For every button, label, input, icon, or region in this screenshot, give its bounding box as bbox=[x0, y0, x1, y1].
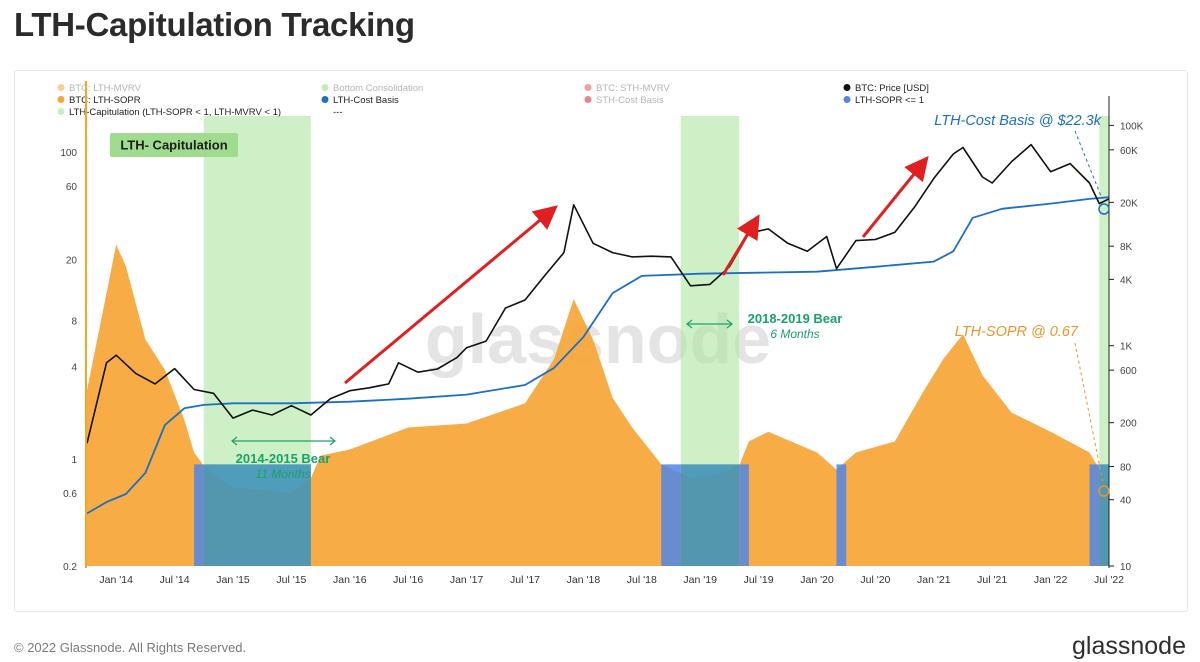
bear-2014-subtitle: 11 Months bbox=[255, 467, 310, 481]
bear-2018-subtitle: 6 Months bbox=[770, 327, 819, 341]
x-tick-label: Jan '17 bbox=[450, 574, 484, 586]
legend-item-label: BTC: Price [USD] bbox=[855, 83, 929, 94]
bear-2018-span-left-head bbox=[686, 319, 693, 329]
sopr-below-one-band bbox=[1099, 464, 1109, 566]
copyright-text: © 2022 Glassnode. All Rights Reserved. bbox=[14, 640, 247, 655]
x-tick-label: Jul '21 bbox=[977, 574, 1007, 586]
legend-item-label: BTC: LTH-MVRV bbox=[69, 83, 142, 94]
x-tick-label: Jul '16 bbox=[393, 574, 423, 586]
x-tick-label: Jan '19 bbox=[683, 574, 717, 586]
y-right-tick-label: 600 bbox=[1120, 366, 1137, 377]
y-left-tick-label: 8 bbox=[71, 316, 77, 327]
x-tick-label: Jan '18 bbox=[567, 574, 601, 586]
capitulation-overlap bbox=[203, 464, 311, 566]
plot-area: glassnode bbox=[87, 116, 1109, 566]
legend-swatch bbox=[843, 84, 851, 91]
y-right-tick-label: 10 bbox=[1120, 562, 1132, 573]
page-title: LTH-Capitulation Tracking bbox=[14, 6, 415, 43]
axes: 100 60 20 8 4 1 0.6 0.2 100K 60K 20K 8K 4K 1K 600 200 80… bbox=[60, 81, 1144, 586]
legend-swatch bbox=[584, 84, 592, 91]
trend-arrow bbox=[721, 214, 760, 276]
sopr-annotation: LTH-SOPR @ 0.67 bbox=[955, 324, 1079, 340]
y-right-tick-label: 1K bbox=[1120, 342, 1133, 353]
legend-item-label: BTC: LTH-SOPR bbox=[69, 95, 141, 106]
legend-item-label: --- bbox=[333, 107, 343, 118]
legend: BTC: LTH-MVRV Bottom Consolidation BTC: ST… bbox=[57, 83, 929, 118]
sopr-below-one-band bbox=[836, 464, 847, 566]
y-right-tick-label: 8K bbox=[1120, 242, 1133, 253]
x-tick-label: Jul '17 bbox=[510, 574, 540, 586]
y-right-tick-label: 4K bbox=[1120, 275, 1133, 286]
btc-price-line bbox=[87, 143, 1109, 444]
legend-swatch bbox=[584, 96, 592, 103]
legend-swatch bbox=[321, 84, 329, 91]
legend-swatch bbox=[57, 108, 65, 115]
sopr-below-one-band bbox=[661, 464, 681, 566]
x-tick-label: Jan '21 bbox=[917, 574, 951, 586]
bear-2014-title: 2014-2015 Bear bbox=[236, 451, 331, 466]
legend-item-label: LTH-SOPR <= 1 bbox=[855, 95, 924, 106]
sopr-below-one-band bbox=[194, 464, 204, 566]
x-tick-label: Jan '16 bbox=[333, 574, 367, 586]
sopr-marker bbox=[1098, 485, 1110, 497]
capitulation-badge-label: LTH- Capitulation bbox=[120, 138, 227, 153]
y-left-tick-label: 60 bbox=[66, 182, 78, 193]
y-left-tick-label: 20 bbox=[66, 255, 78, 266]
chart-card: BTC: LTH-MVRV Bottom Consolidation BTC: ST… bbox=[14, 70, 1188, 612]
legend-swatch bbox=[57, 84, 65, 91]
brand-logo: glassnode bbox=[1072, 632, 1186, 660]
x-tick-label: Jan '20 bbox=[800, 574, 834, 586]
y-right-tick-label: 200 bbox=[1120, 419, 1137, 430]
y-right-tick-label: 80 bbox=[1120, 463, 1132, 474]
cost-basis-marker bbox=[1098, 203, 1110, 215]
y-left-tick-label: 4 bbox=[71, 363, 77, 374]
x-tick-label: Jan '15 bbox=[216, 574, 250, 586]
legend-item-label: LTH-Capitulation (LTH-SOPR < 1, LTH-MVRV… bbox=[69, 107, 281, 118]
y-right-tick-label: 40 bbox=[1120, 496, 1132, 507]
legend-item-label: BTC: STH-MVRV bbox=[596, 83, 670, 94]
capitulation-badge-bg bbox=[110, 133, 238, 157]
y-right-tick-label: 100K bbox=[1120, 121, 1144, 132]
trend-arrow bbox=[344, 205, 558, 385]
bear-2014-span-right-head bbox=[329, 436, 336, 446]
legend-item-label: Bottom Consolidation bbox=[333, 83, 423, 94]
x-tick-label: Jan '22 bbox=[1034, 574, 1068, 586]
lth-sopr-area bbox=[87, 244, 1109, 566]
legend-swatch bbox=[321, 96, 329, 103]
legend-swatch bbox=[57, 96, 65, 103]
x-tick-label: Jan '14 bbox=[99, 574, 133, 586]
legend-item-label: LTH-Cost Basis bbox=[333, 95, 399, 106]
x-tick-label: Jul '19 bbox=[744, 574, 774, 586]
y-right-tick-label: 20K bbox=[1120, 198, 1138, 209]
bear-2014-span-left-head bbox=[231, 436, 238, 446]
sopr-below-one-band bbox=[680, 464, 740, 566]
x-tick-label: Jul '22 bbox=[1094, 574, 1124, 586]
x-tick-label: Jul '15 bbox=[276, 574, 306, 586]
capitulation-overlap bbox=[1099, 464, 1109, 566]
sopr-below-one-band bbox=[203, 464, 311, 566]
bear-2018-span-right-head bbox=[726, 319, 733, 329]
x-tick-label: Jul '14 bbox=[160, 574, 190, 586]
cost-basis-leader bbox=[1074, 130, 1102, 197]
legend-item-label: STH-Cost Basis bbox=[596, 95, 664, 106]
sopr-below-one-band bbox=[1089, 464, 1100, 566]
y-right-tick-label: 60K bbox=[1120, 146, 1138, 157]
legend-swatch bbox=[843, 96, 851, 103]
lth-capitulation-chart: BTC: LTH-MVRV Bottom Consolidation BTC: ST… bbox=[57, 81, 1144, 586]
x-tick-label: Jul '18 bbox=[627, 574, 657, 586]
y-left-tick-label: 100 bbox=[60, 148, 77, 159]
sopr-below-one-band bbox=[739, 464, 749, 566]
x-tick-label: Jul '20 bbox=[860, 574, 890, 586]
y-left-tick-label: 0.2 bbox=[63, 562, 77, 573]
cost-basis-annotation: LTH-Cost Basis @ $22.3k bbox=[934, 113, 1102, 129]
trend-arrow bbox=[861, 156, 929, 238]
y-left-tick-label: 0.6 bbox=[63, 489, 77, 500]
bear-2018-title: 2018-2019 Bear bbox=[748, 311, 843, 326]
capitulation-overlap bbox=[680, 464, 740, 566]
lth-cost-basis-line bbox=[87, 196, 1109, 515]
capitulation-band bbox=[1099, 116, 1109, 566]
y-left-tick-label: 1 bbox=[71, 455, 77, 466]
